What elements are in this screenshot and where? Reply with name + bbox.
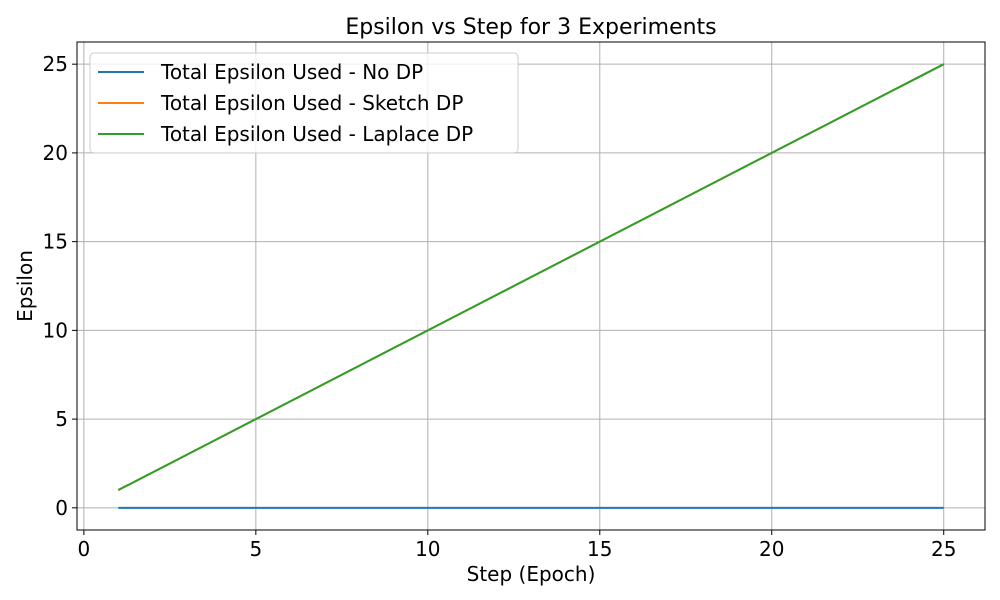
y-tick-label: 0	[55, 496, 68, 520]
legend-label: Total Epsilon Used - No DP	[160, 60, 423, 84]
plot-frame	[76, 41, 986, 531]
series-line-3	[117, 63, 945, 491]
x-tick-label: 10	[415, 537, 440, 561]
chart-title: Epsilon vs Step for 3 Experiments	[345, 15, 716, 40]
y-tick-label: 15	[43, 230, 68, 254]
x-tick-label: 20	[759, 537, 784, 561]
x-tick-label: 5	[249, 537, 262, 561]
legend-label: Total Epsilon Used - Laplace DP	[160, 122, 473, 146]
x-axis-label: Step (Epoch)	[467, 562, 596, 586]
x-tick-label: 15	[587, 537, 612, 561]
y-axis-ticks: 0 5 10 15 20 25	[43, 52, 77, 520]
series-lines	[117, 63, 945, 509]
legend-label: Total Epsilon Used - Sketch DP	[160, 91, 463, 115]
y-tick-label: 25	[43, 52, 68, 76]
y-tick-label: 20	[43, 141, 68, 165]
y-axis-label: Epsilon	[13, 250, 37, 322]
x-axis-ticks: 0 5 10 15 20 25	[78, 530, 956, 561]
legend: Total Epsilon Used - No DP Total Epsilon …	[89, 52, 519, 154]
x-tick-label: 0	[78, 537, 91, 561]
x-tick-label: 25	[931, 537, 956, 561]
y-tick-label: 10	[43, 318, 68, 342]
y-tick-label: 5	[55, 407, 68, 431]
legend-box	[89, 52, 519, 154]
